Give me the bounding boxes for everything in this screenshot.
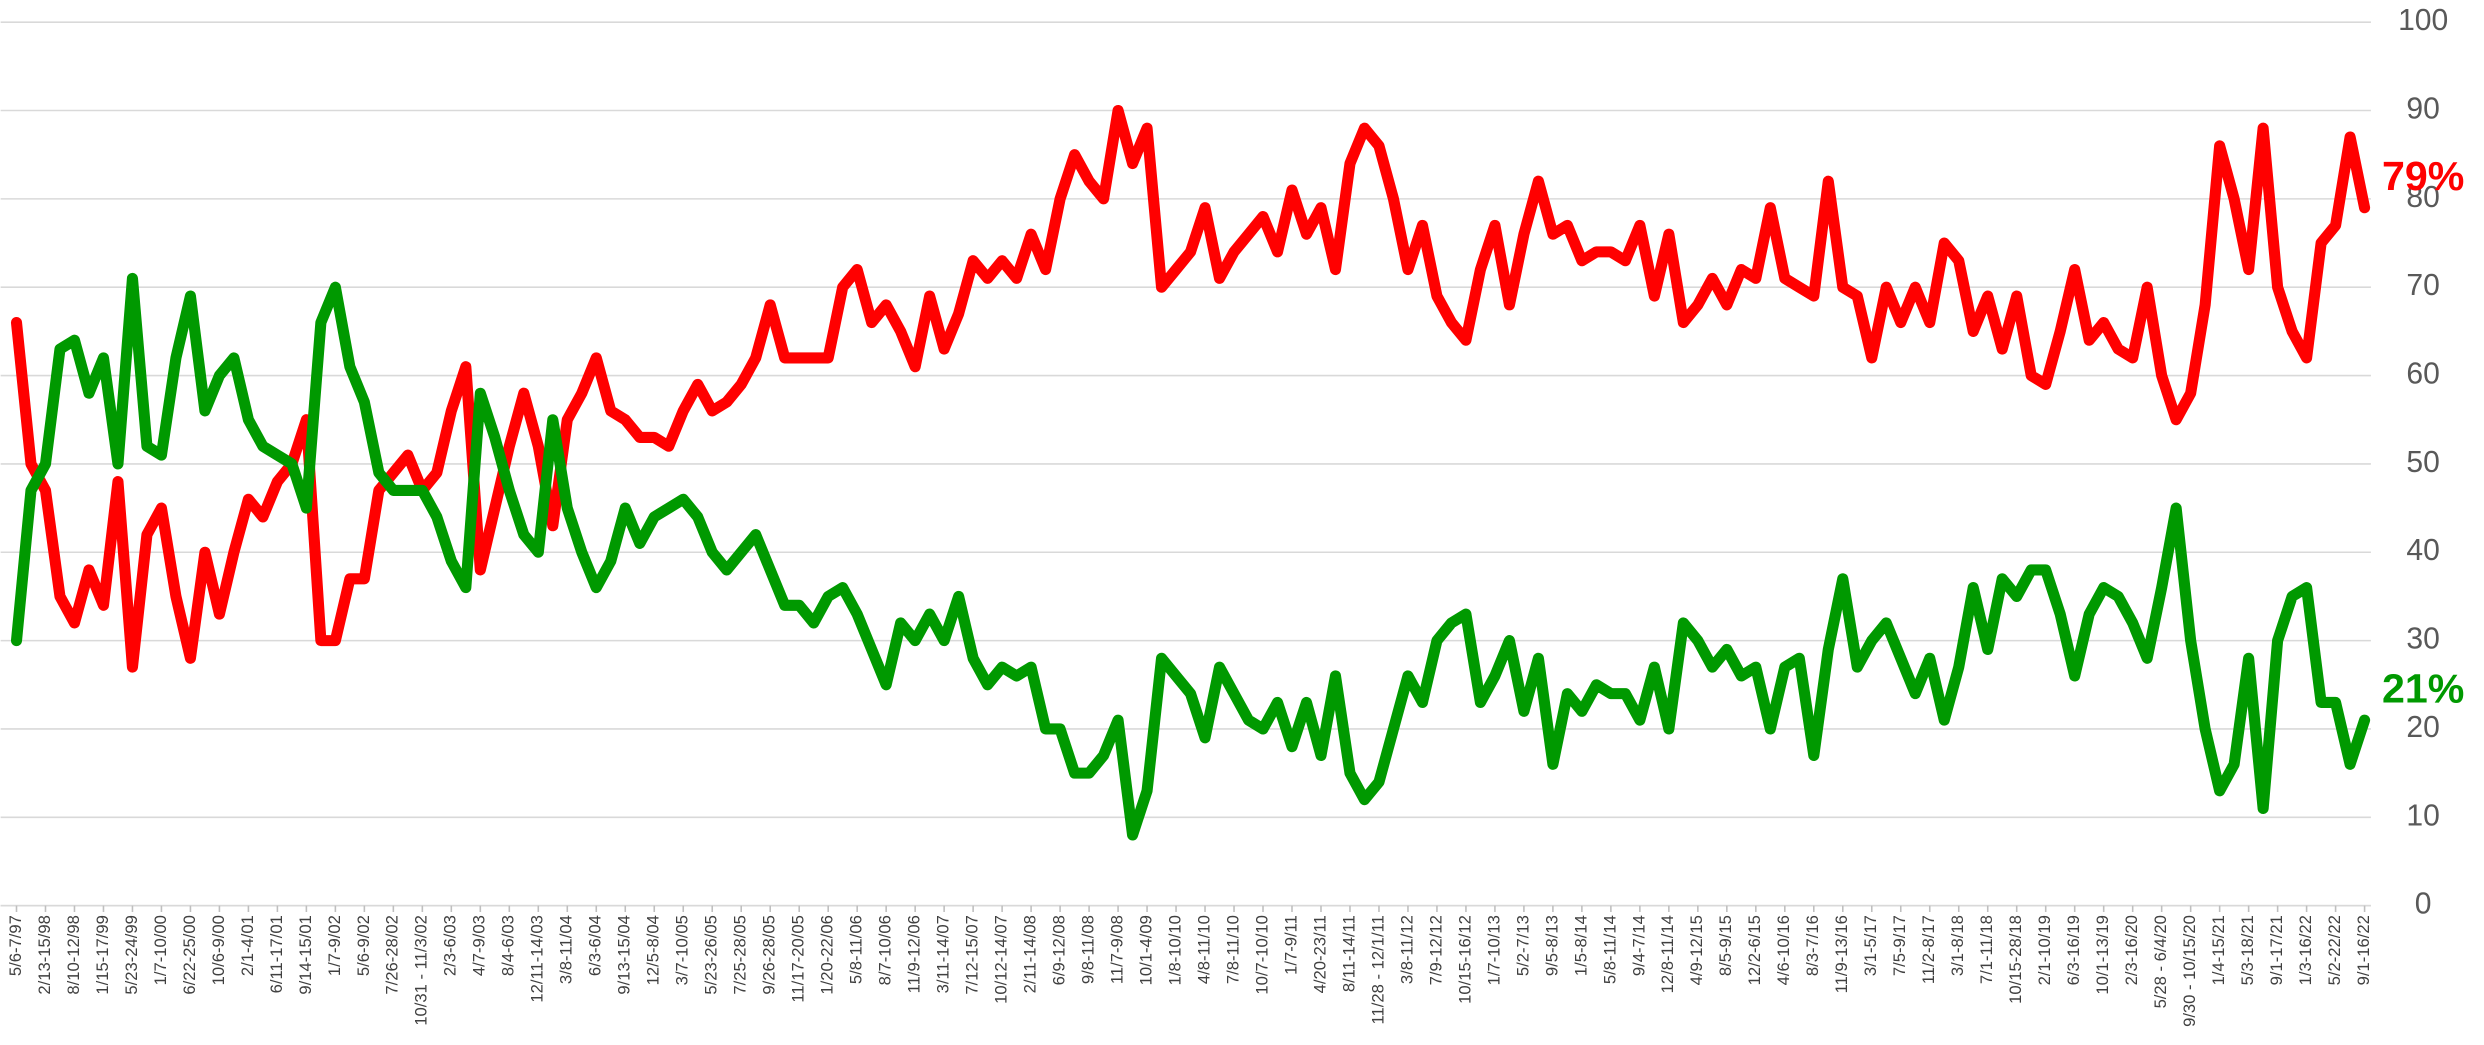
y-tick-label: 90 <box>2406 92 2439 125</box>
x-tick-label: 1/7-10/13 <box>1484 915 1503 985</box>
x-tick-label: 3/8-11/12 <box>1397 915 1416 984</box>
x-tick-label: 7/25-28/05 <box>731 915 750 994</box>
x-tick-label: 12/8-11/14 <box>1658 915 1677 993</box>
x-tick-label: 5/2-7/13 <box>1513 915 1532 976</box>
x-tick-label: 9/1-16/22 <box>2354 915 2373 985</box>
x-tick-label: 3/8-11/04 <box>557 915 576 984</box>
x-tick-label: 2/13-15/98 <box>35 915 54 994</box>
x-tick-label: 11/9-12/06 <box>905 915 924 993</box>
x-tick-label: 10/6-9/00 <box>209 915 228 985</box>
x-tick-label: 6/22-25/00 <box>180 915 199 994</box>
x-tick-label: 2/1-10/19 <box>2035 915 2054 985</box>
x-tick-label: 7/12-15/07 <box>963 915 982 994</box>
x-tick-label: 8/4-6/03 <box>499 915 518 976</box>
x-tick-label: 1/8-10/10 <box>1165 915 1184 985</box>
y-tick-label: 80 <box>2406 181 2439 214</box>
x-tick-label: 2/11-14/08 <box>1020 915 1039 993</box>
x-tick-label: 4/20-23/11 <box>1310 915 1329 993</box>
x-tick-label: 1/4-15/21 <box>2209 915 2228 985</box>
y-tick-label: 10 <box>2406 799 2439 832</box>
x-tick-label: 4/8-11/10 <box>1194 915 1213 984</box>
x-tick-label: 2/3-6/03 <box>441 915 460 976</box>
y-tick-label: 60 <box>2406 358 2439 391</box>
y-tick-label: 50 <box>2406 446 2439 479</box>
x-tick-label: 7/26-28/02 <box>383 915 402 994</box>
x-tick-label: 9/13-15/04 <box>615 915 634 994</box>
x-tick-label: 5/8-11/06 <box>847 915 866 984</box>
y-tick-label: 100 <box>2398 4 2448 37</box>
x-tick-label: 10/12-14/07 <box>992 915 1011 1004</box>
x-tick-label: 9/5-8/13 <box>1542 915 1561 976</box>
x-tick-label: 1/20-22/06 <box>818 915 837 994</box>
x-tick-label: 4/6-10/16 <box>1774 915 1793 985</box>
x-tick-label: 10/1-13/19 <box>2093 915 2112 994</box>
series-line <box>10 104 2371 673</box>
x-tick-label: 10/1-4/09 <box>1136 915 1155 985</box>
x-tick-label: 6/3-6/04 <box>586 915 605 976</box>
x-tick-label: 12/5-8/04 <box>644 915 663 985</box>
x-tick-label: 3/1-5/17 <box>1861 915 1880 976</box>
y-tick-label: 30 <box>2406 623 2439 656</box>
x-tick-label: 7/5-9/17 <box>1890 915 1909 976</box>
end-label: 79% <box>2382 153 2464 199</box>
x-tick-label: 1/15-17/99 <box>93 915 112 994</box>
x-tick-label: 1/5-8/14 <box>1571 915 1590 976</box>
x-tick-label: 8/10-12/98 <box>64 915 83 994</box>
x-tick-label: 10/15-16/12 <box>1455 915 1474 1004</box>
x-tick-label: 9/30 - 10/15/20 <box>2180 915 2199 1027</box>
x-tick-label: 5/23-24/99 <box>122 915 141 994</box>
x-tick-label: 5/28 - 6/4/20 <box>2151 915 2170 1008</box>
x-tick-label: 3/11-14/07 <box>934 915 953 993</box>
x-tick-label: 11/7-9/08 <box>1107 915 1126 984</box>
y-tick-label: 20 <box>2406 711 2439 744</box>
y-tick-label: 0 <box>2415 888 2432 921</box>
x-tick-label: 2/1-4/01 <box>238 915 257 976</box>
x-tick-label: 7/1-11/18 <box>1977 915 1996 984</box>
x-tick-label: 3/7-10/05 <box>673 915 692 985</box>
x-tick-label: 2/3-16/20 <box>2122 915 2141 985</box>
x-tick-label: 5/8-11/14 <box>1600 915 1619 984</box>
x-tick-label: 1/3-16/22 <box>2296 915 2315 985</box>
x-tick-label: 1/7-10/00 <box>151 915 170 985</box>
x-tick-label: 9/26-28/05 <box>760 915 779 994</box>
x-tick-label: 8/7-10/06 <box>876 915 895 985</box>
x-tick-label: 3/1-8/18 <box>1948 915 1967 976</box>
x-tick-label: 5/2-22/22 <box>2325 915 2344 985</box>
x-tick-label: 10/15-28/18 <box>2006 915 2025 1004</box>
x-tick-label: 11/2-8/17 <box>1919 915 1938 984</box>
x-tick-label: 1/7-9/02 <box>325 915 344 976</box>
x-tick-label: 4/9-12/15 <box>1687 915 1706 985</box>
x-tick-label: 9/14-15/01 <box>296 915 315 994</box>
end-label: 21% <box>2382 666 2464 712</box>
series-line <box>10 272 2371 841</box>
x-tick-label: 6/3-16/19 <box>2064 915 2083 985</box>
x-tick-label: 1/7-9/11 <box>1281 915 1300 975</box>
x-tick-label: 7/9-12/12 <box>1426 915 1445 985</box>
x-tick-label: 6/11-17/01 <box>267 915 286 993</box>
y-tick-label: 70 <box>2406 269 2439 302</box>
x-tick-label: 9/1-17/21 <box>2267 915 2286 985</box>
x-tick-label: 12/11-14/03 <box>528 915 547 1002</box>
x-tick-label: 11/9-13/16 <box>1832 915 1851 993</box>
x-tick-label: 10/31 - 11/3/02 <box>412 915 431 1026</box>
x-tick-label: 5/3-18/21 <box>2238 915 2257 985</box>
x-tick-label: 10/7-10/10 <box>1252 915 1271 994</box>
x-tick-label: 9/4-7/14 <box>1629 915 1648 976</box>
x-tick-label: 5/23-26/05 <box>702 915 721 994</box>
x-tick-label: 5/6-9/02 <box>354 915 373 976</box>
x-tick-label: 5/6-7/97 <box>6 915 25 976</box>
y-tick-label: 40 <box>2406 534 2439 567</box>
x-tick-label: 8/5-9/15 <box>1716 915 1735 976</box>
x-tick-label: 8/11-14/11 <box>1339 915 1358 992</box>
x-tick-label: 6/9-12/08 <box>1049 915 1068 985</box>
x-tick-label: 11/28 - 12/1/11 <box>1368 915 1387 1024</box>
x-tick-label: 7/8-11/10 <box>1223 915 1242 984</box>
x-tick-label: 11/17-20/05 <box>789 915 808 1002</box>
x-tick-label: 12/2-6/15 <box>1745 915 1764 985</box>
x-tick-label: 8/3-7/16 <box>1803 915 1822 976</box>
x-tick-label: 4/7-9/03 <box>470 915 489 976</box>
x-tick-label: 9/8-11/08 <box>1078 915 1097 984</box>
